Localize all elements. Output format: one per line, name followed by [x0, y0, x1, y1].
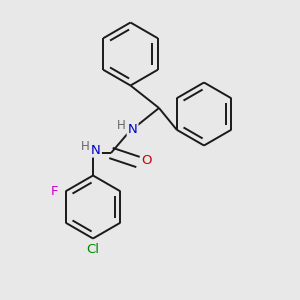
Text: N: N — [128, 123, 137, 136]
Text: H: H — [117, 119, 126, 133]
Text: N: N — [91, 143, 101, 157]
Text: H: H — [81, 140, 90, 153]
Text: Cl: Cl — [86, 243, 100, 256]
Text: F: F — [51, 185, 58, 198]
Text: O: O — [142, 154, 152, 167]
